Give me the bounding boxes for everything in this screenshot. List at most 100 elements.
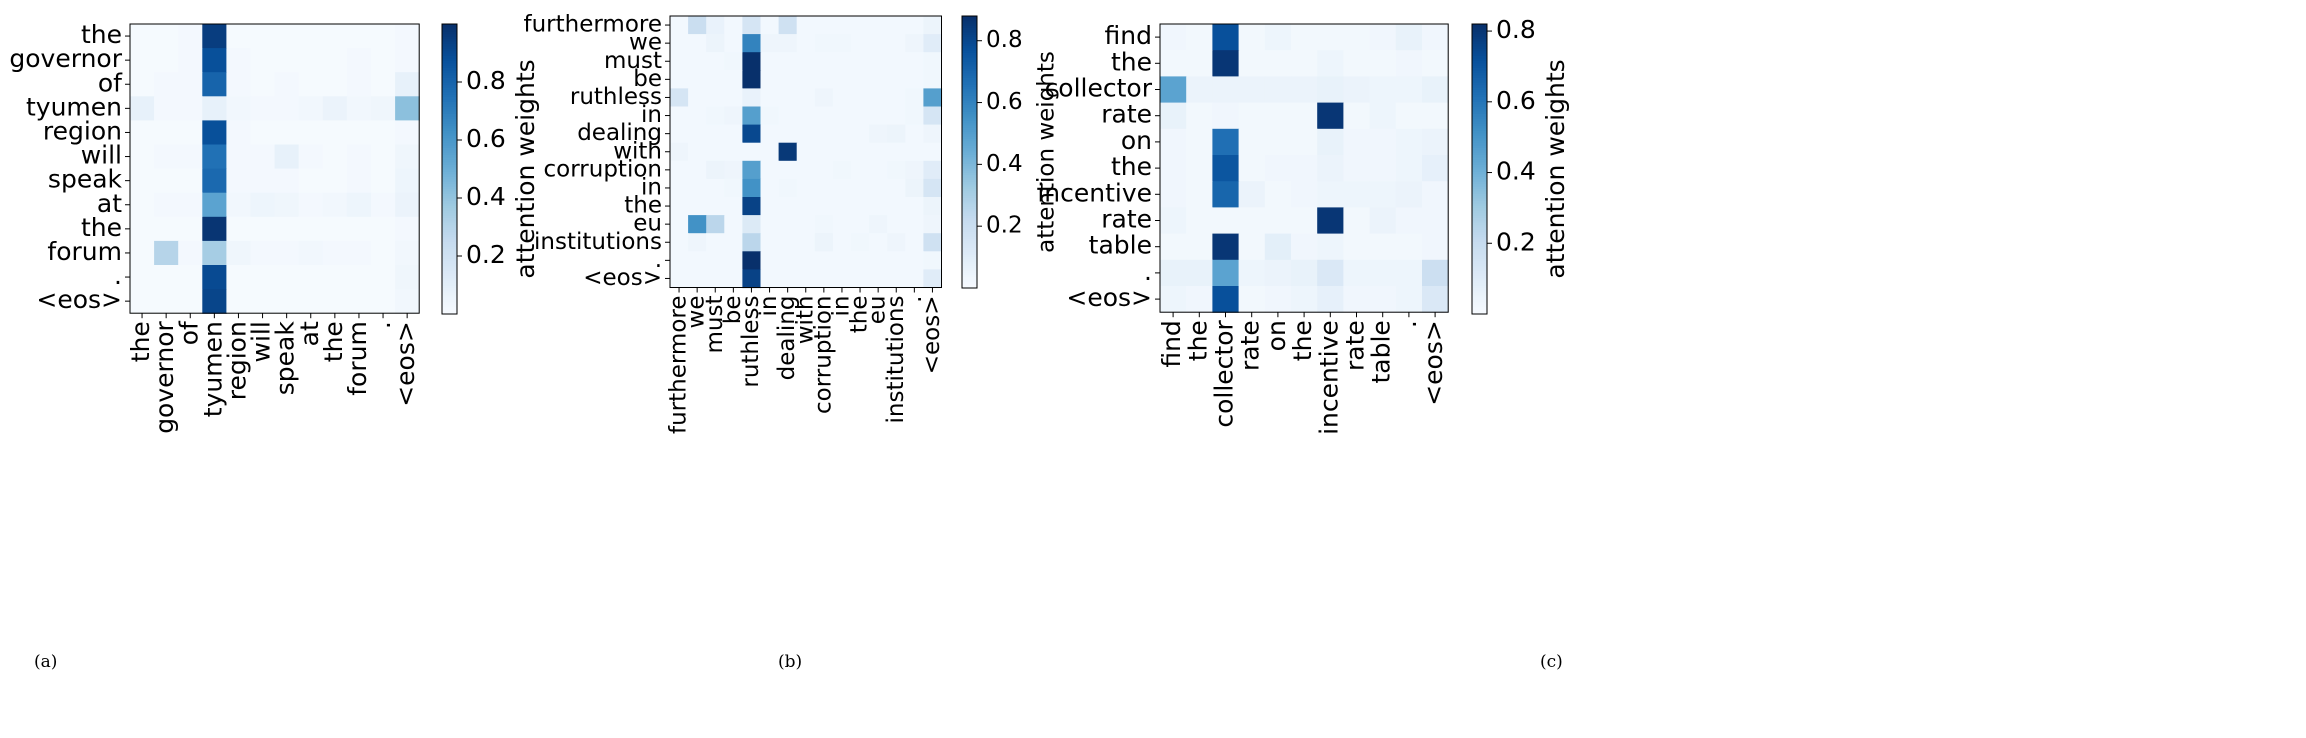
colorbar-tick-label: 0.8 [986,27,1023,53]
colorbar-segment [962,145,977,149]
x-tick-label: tyumen [198,321,227,417]
colorbar-segment [442,164,457,168]
heatmap-cell [778,88,798,108]
colorbar-segment [962,226,977,230]
colorbar-segment [442,86,457,90]
heatmap-cell [1238,50,1266,77]
heatmap-cell [1343,102,1371,130]
heatmap-cell [887,34,906,53]
heatmap-cell [1343,286,1371,313]
heatmap-cell [274,265,300,290]
heatmap-cell [1160,102,1187,130]
heatmap-cell [796,197,816,216]
heatmap-cell [130,192,155,218]
heatmap-cell [851,269,870,289]
colorbar-segment [442,72,457,76]
heatmap-cell [371,144,396,170]
x-tick-label: the [1183,320,1212,361]
heatmap-cell [154,216,179,242]
colorbar-segment [442,188,457,192]
heatmap-cell [274,240,300,266]
heatmap-cell [832,160,852,180]
heatmap-cell [395,240,420,266]
heatmap-cell [688,233,707,252]
heatmap-cell [887,160,906,180]
y-tick-label: at [97,189,122,218]
heatmap-cell [742,160,762,180]
colorbar-segment [442,190,457,194]
colorbar-segment [1472,253,1487,257]
colorbar-segment [1472,86,1487,90]
colorbar-segment [962,274,977,278]
heatmap-cell [1160,50,1187,77]
colorbar-segment [1472,214,1487,218]
heatmap-cell [832,124,852,144]
heatmap-cell [832,142,852,162]
heatmap-cell [130,96,155,121]
heatmap-cell [1160,233,1187,261]
heatmap-cell [346,96,372,121]
heatmap-cell [298,192,324,218]
heatmap-cell [1238,286,1266,313]
heatmap-cell [688,197,707,216]
colorbar-segment [1472,169,1487,173]
heatmap-cell [1264,76,1292,104]
colorbar-segment [962,43,977,47]
colorbar-segment [962,97,977,101]
colorbar-segment [1472,207,1487,211]
heatmap-cell [154,168,179,194]
heatmap-cell [274,120,300,146]
heatmap-cell [887,124,906,144]
heatmap-cell [1343,207,1371,235]
heatmap-cell [1186,24,1213,51]
heatmap-cell [1186,259,1213,287]
heatmap-cell [778,233,798,252]
colorbar-1: 0.2 0.4 0.6 0.8 attention weights [441,23,540,315]
heatmap-panel-3: findthecollectorrateontheincentiverateta… [1037,21,1449,435]
colorbar-segment [442,98,457,102]
colorbar-segment [962,138,977,142]
heatmap-cell [1317,155,1344,182]
heatmap-cell [905,160,924,180]
heatmap-cell [760,215,780,234]
heatmap-cell [178,48,203,73]
colorbar-segment [1472,101,1487,105]
colorbar-segment [1472,265,1487,269]
colorbar-segment [962,63,977,67]
heatmap-cell [724,88,743,108]
colorbar-tick-label: 0.6 [466,124,506,153]
heatmap-cell [371,289,396,314]
heatmap-cell [887,269,906,289]
colorbar-segment [962,220,977,223]
colorbar-segment [442,161,457,165]
heatmap-cell [130,216,155,242]
heatmap-cell [1369,24,1397,51]
heatmap-cell [178,120,203,146]
colorbar-tick-label: 0.6 [986,89,1023,115]
colorbar-segment [962,197,977,201]
heatmap-cell [851,88,870,108]
colorbar-segment [442,234,457,238]
colorbar-segment [962,174,977,178]
heatmap-cell [154,289,179,314]
colorbar-segment [442,285,457,289]
colorbar-segment [442,275,457,279]
heatmap-cell [250,289,276,314]
heatmap-cell [395,216,420,242]
heatmap-cell [322,120,348,146]
colorbar-tick-label: 0.2 [466,240,506,269]
colorbar-segment [1472,26,1487,30]
heatmap-cell [760,233,780,252]
heatmap-cell [346,24,372,49]
heatmap-cell [298,240,324,266]
heatmap-cell [1422,76,1449,104]
heatmap-cell [905,34,924,53]
heatmap-cell [796,142,816,162]
heatmap-cell [814,106,834,126]
colorbar-segment [962,210,977,214]
heatmap-cell [887,142,906,162]
colorbar-segment [962,152,977,155]
colorbar-segment [1472,127,1487,131]
y-tick-label: . [1144,257,1152,286]
x-tick-label: . [367,321,396,329]
